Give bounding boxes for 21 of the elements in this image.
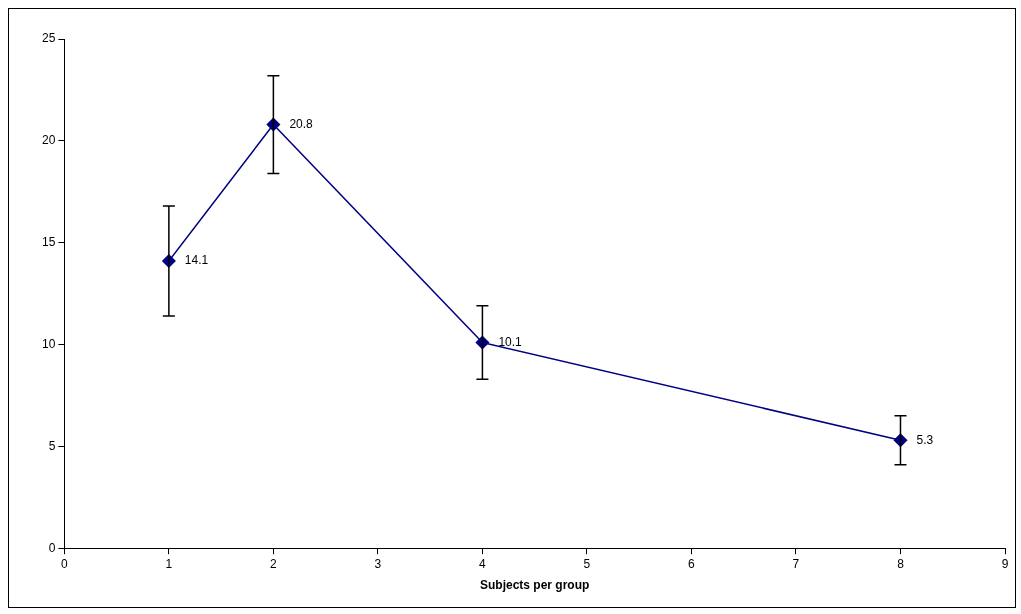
x-tick-label: 2 — [270, 556, 278, 571]
x-tick-label: 0 — [61, 556, 68, 571]
x-tick-label: 8 — [897, 556, 905, 571]
y-tick-label: 10 — [41, 336, 56, 351]
x-tick-label: 5 — [583, 556, 591, 571]
y-tick-label: 0 — [48, 540, 56, 555]
x-axis-title: Subjects per group — [479, 578, 590, 593]
x-tick-label: 3 — [374, 556, 382, 571]
x-tick-label: 9 — [1001, 556, 1009, 571]
data-label: 5.3 — [916, 432, 934, 447]
x-tick-label: 4 — [479, 556, 487, 571]
y-tick-label: 25 — [41, 31, 56, 46]
y-tick-label: 5 — [48, 438, 56, 453]
data-label: 10.1 — [498, 334, 523, 349]
data-label: 20.8 — [289, 116, 314, 131]
x-tick-label: 6 — [688, 556, 696, 571]
data-label: 14.1 — [184, 253, 209, 268]
x-tick-label: 1 — [165, 556, 173, 571]
y-tick-label: 15 — [41, 234, 56, 249]
y-tick-label: 20 — [41, 133, 56, 148]
x-tick-label: 7 — [792, 556, 800, 571]
